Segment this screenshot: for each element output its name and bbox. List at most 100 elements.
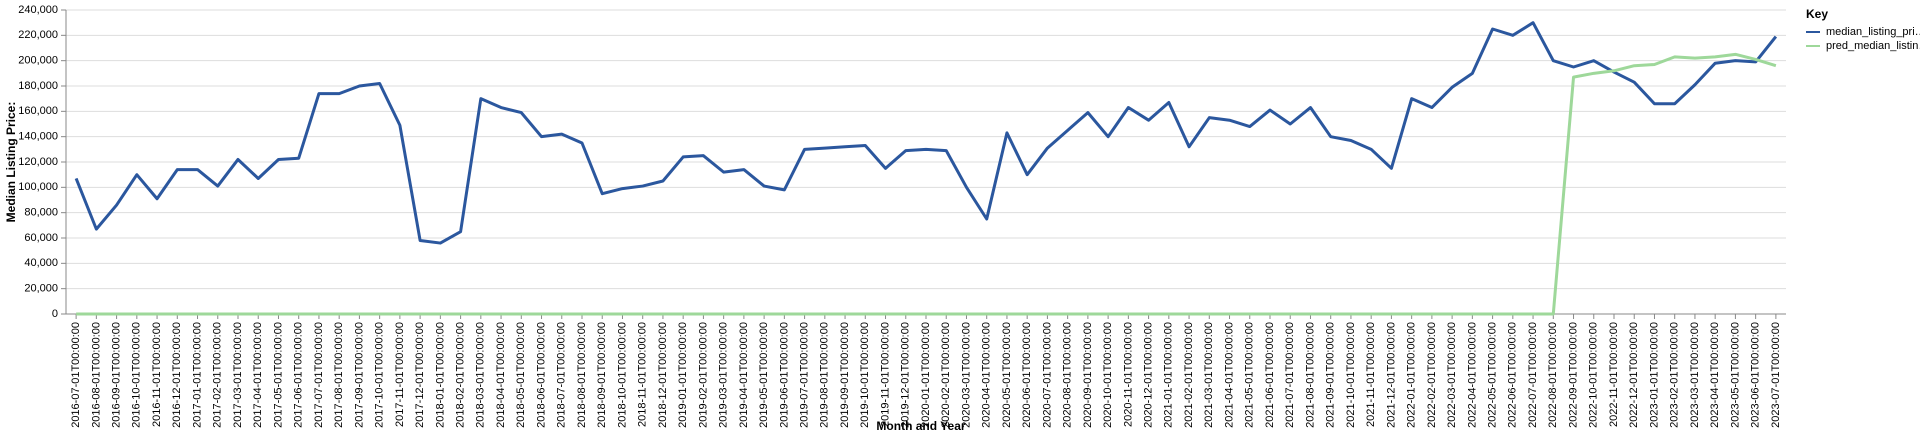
x-tick-label: 2020-12-01T00:00:00	[1142, 322, 1154, 428]
x-tick-label: 2021-12-01T00:00:00	[1385, 322, 1397, 428]
x-tick-label: 2018-09-01T00:00:00	[596, 322, 608, 428]
series-line	[74, 21, 1778, 245]
x-tick-label: 2021-04-01T00:00:00	[1223, 322, 1235, 428]
legend-label: pred_median_listin…	[1826, 40, 1920, 52]
x-tick-label: 2021-10-01T00:00:00	[1345, 322, 1357, 428]
x-tick-label: 2021-11-01T00:00:00	[1365, 322, 1377, 427]
x-tick-label: 2017-09-01T00:00:00	[353, 322, 365, 428]
x-tick-label: 2019-07-01T00:00:00	[798, 322, 810, 428]
x-tick-label: 2018-11-01T00:00:00	[637, 322, 649, 427]
x-tick-label: 2022-05-01T00:00:00	[1486, 322, 1498, 428]
x-tick-label: 2022-06-01T00:00:00	[1507, 322, 1519, 428]
x-tick-label: 2019-01-01T00:00:00	[677, 322, 689, 428]
x-tick-label: 2022-10-01T00:00:00	[1588, 322, 1600, 428]
x-tick-label: 2019-02-01T00:00:00	[697, 322, 709, 428]
y-tick-label: 80,000	[24, 207, 58, 219]
y-tick-label: 20,000	[24, 283, 58, 295]
x-tick-label: 2019-09-01T00:00:00	[839, 322, 851, 428]
x-tick-label: 2021-06-01T00:00:00	[1264, 322, 1276, 428]
x-tick-label: 2019-10-01T00:00:00	[859, 322, 871, 428]
x-tick-label: 2017-06-01T00:00:00	[293, 322, 305, 428]
y-tick-label: 180,000	[18, 80, 58, 92]
x-tick-label: 2022-04-01T00:00:00	[1466, 322, 1478, 428]
x-tick-label: 2016-11-01T00:00:00	[151, 322, 163, 427]
x-tick-label: 2017-05-01T00:00:00	[272, 322, 284, 428]
x-tick-label: 2022-07-01T00:00:00	[1527, 322, 1539, 428]
y-axis-title: Median Listing Price:	[4, 102, 18, 223]
x-tick-label: 2016-07-01T00:00:00	[70, 322, 82, 428]
y-tick-label: 140,000	[18, 131, 58, 143]
y-tick-label: 100,000	[18, 181, 58, 193]
x-tick-label: 2021-08-01T00:00:00	[1304, 322, 1316, 428]
x-tick-label: 2023-02-01T00:00:00	[1669, 322, 1681, 428]
y-tick-label: 200,000	[18, 55, 58, 67]
x-tick-label: 2022-11-01T00:00:00	[1608, 322, 1620, 427]
x-tick-label: 2017-01-01T00:00:00	[191, 322, 203, 428]
y-tick-label: 160,000	[18, 105, 58, 117]
series-line	[76, 52, 1777, 316]
x-axis-title: Month and Year	[876, 419, 965, 433]
x-tick-label: 2017-08-01T00:00:00	[333, 322, 345, 428]
x-tick-label: 2020-02-01T00:00:00	[940, 322, 952, 428]
x-tick-label: 2022-03-01T00:00:00	[1446, 322, 1458, 428]
legend-title: Key	[1806, 7, 1828, 21]
x-tick-label: 2019-04-01T00:00:00	[738, 322, 750, 428]
x-tick-label: 2021-05-01T00:00:00	[1244, 322, 1256, 428]
x-tick-label: 2023-05-01T00:00:00	[1729, 322, 1741, 428]
x-tick-label: 2020-10-01T00:00:00	[1102, 322, 1114, 428]
y-tick-label: 0	[52, 308, 58, 320]
x-tick-label: 2021-01-01T00:00:00	[1163, 322, 1175, 428]
x-tick-label: 2021-07-01T00:00:00	[1284, 322, 1296, 428]
x-tick-label: 2018-05-01T00:00:00	[515, 322, 527, 428]
x-tick-label: 2018-10-01T00:00:00	[616, 322, 628, 428]
y-tick-label: 60,000	[24, 232, 58, 244]
x-tick-label: 2020-08-01T00:00:00	[1062, 322, 1074, 428]
x-tick-label: 2023-06-01T00:00:00	[1750, 322, 1762, 428]
y-tick-label: 220,000	[18, 29, 58, 41]
x-tick-label: 2021-03-01T00:00:00	[1203, 322, 1215, 428]
x-tick-label: 2018-02-01T00:00:00	[454, 322, 466, 428]
x-tick-label: 2022-08-01T00:00:00	[1547, 322, 1559, 428]
legend-label: median_listing_pri…	[1826, 26, 1920, 38]
x-tick-label: 2020-03-01T00:00:00	[960, 322, 972, 428]
x-tick-label: 2016-08-01T00:00:00	[90, 322, 102, 428]
x-tick-label: 2019-08-01T00:00:00	[819, 322, 831, 428]
x-tick-label: 2020-06-01T00:00:00	[1021, 322, 1033, 428]
x-tick-label: 2020-11-01T00:00:00	[1122, 322, 1134, 427]
x-tick-label: 2022-09-01T00:00:00	[1567, 322, 1579, 428]
x-tick-label: 2023-03-01T00:00:00	[1689, 322, 1701, 428]
x-tick-label: 2017-12-01T00:00:00	[414, 322, 426, 428]
x-tick-label: 2021-02-01T00:00:00	[1183, 322, 1195, 428]
x-tick-label: 2020-04-01T00:00:00	[981, 322, 993, 428]
x-tick-label: 2017-04-01T00:00:00	[252, 322, 264, 428]
x-tick-label: 2017-11-01T00:00:00	[394, 322, 406, 427]
x-tick-label: 2019-11-01T00:00:00	[879, 322, 891, 427]
x-tick-label: 2020-09-01T00:00:00	[1082, 322, 1094, 428]
x-tick-label: 2018-01-01T00:00:00	[434, 322, 446, 428]
x-tick-label: 2019-12-01T00:00:00	[900, 322, 912, 428]
x-tick-label: 2022-12-01T00:00:00	[1628, 322, 1640, 428]
x-tick-label: 2017-03-01T00:00:00	[232, 322, 244, 428]
x-tick-label: 2020-05-01T00:00:00	[1001, 322, 1013, 428]
x-tick-label: 2016-12-01T00:00:00	[171, 322, 183, 428]
x-tick-label: 2023-01-01T00:00:00	[1648, 322, 1660, 428]
x-tick-label: 2018-07-01T00:00:00	[556, 322, 568, 428]
x-tick-label: 2023-07-01T00:00:00	[1770, 322, 1782, 428]
x-tick-label: 2018-06-01T00:00:00	[535, 322, 547, 428]
x-tick-label: 2019-06-01T00:00:00	[778, 322, 790, 428]
x-tick-label: 2018-08-01T00:00:00	[576, 322, 588, 428]
x-tick-label: 2017-10-01T00:00:00	[374, 322, 386, 428]
x-tick-label: 2016-10-01T00:00:00	[131, 322, 143, 428]
x-tick-label: 2020-01-01T00:00:00	[920, 322, 932, 428]
x-tick-label: 2018-12-01T00:00:00	[657, 322, 669, 428]
x-tick-label: 2019-03-01T00:00:00	[718, 322, 730, 428]
x-tick-label: 2022-02-01T00:00:00	[1426, 322, 1438, 428]
x-tick-label: 2018-03-01T00:00:00	[475, 322, 487, 428]
x-tick-label: 2022-01-01T00:00:00	[1406, 322, 1418, 428]
x-tick-label: 2020-07-01T00:00:00	[1041, 322, 1053, 428]
x-tick-label: 2023-04-01T00:00:00	[1709, 322, 1721, 428]
x-tick-label: 2017-02-01T00:00:00	[212, 322, 224, 428]
x-tick-label: 2018-04-01T00:00:00	[495, 322, 507, 428]
x-tick-label: 2016-09-01T00:00:00	[110, 322, 122, 428]
